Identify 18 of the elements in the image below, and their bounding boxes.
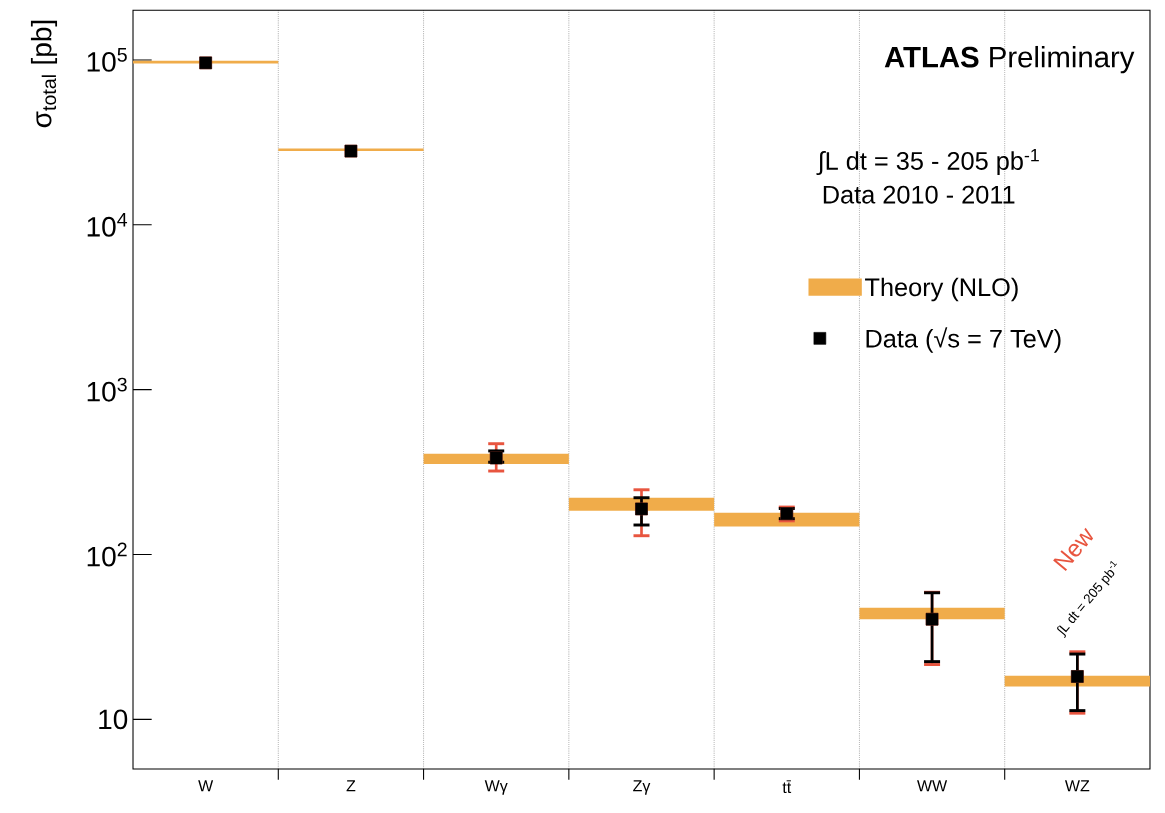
annotation: Data 2010 - 2011 [823,185,1015,204]
y-tick-label: 10$^{5}$ [87,48,127,72]
x-tick-label: WZ [1064,780,1090,792]
annotation: ∫L dt = 35 - 205 pb$^{-1}$ [816,149,1039,176]
y-tick-label: 10$^{4}$ [87,212,128,237]
x-tick-label: tt̄ [782,780,792,794]
x-tick-label: W [198,780,214,792]
x-tick-label: WW [917,780,948,792]
y-tick-label: 10$^{3}$ [87,377,127,402]
x-tick-label: Z [346,780,356,792]
x-tick-label: Wγ [484,780,508,795]
annotation: ATLAS Preliminary [884,45,1135,74]
legend-label: Data (√s = 7 TeV) [866,327,1061,353]
y-tick-label: 10$^{2}$ [87,542,127,567]
legend-label: Theory (NLO) [865,277,1018,302]
x-tick-label: Zγ [633,780,651,795]
y-axis-title: σ$_{total}$ [pb] [30,20,58,128]
y-tick-label: 10 [99,709,128,730]
